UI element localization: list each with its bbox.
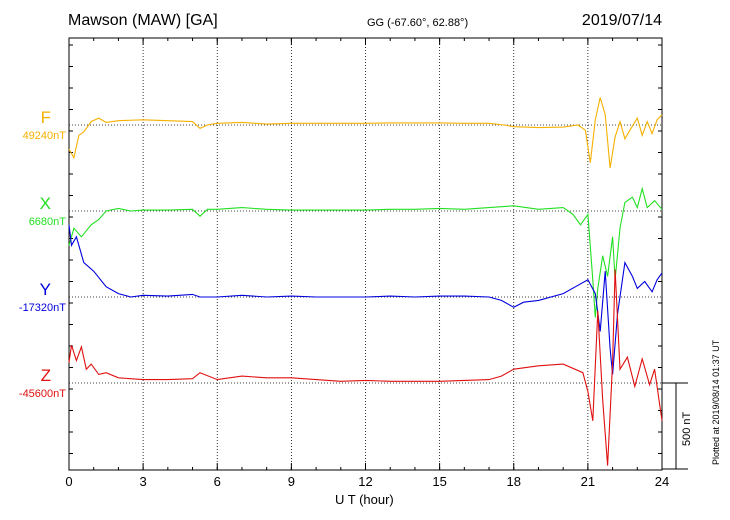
- component-label-y: Y: [39, 280, 51, 299]
- plotted-timestamp: Plotted at 2019/08/14 01:37 UT: [711, 339, 721, 465]
- station-coordinates: GG (-67.60°, 62.88°): [367, 17, 469, 29]
- scale-bar-label: 500 nT: [681, 411, 693, 446]
- x-tick-label: 0: [65, 474, 72, 489]
- x-tick-label: 15: [432, 474, 446, 489]
- baseline-value-z: -45600nT: [18, 388, 66, 400]
- x-tick-label: 21: [581, 474, 595, 489]
- series-z-line: [68, 269, 663, 466]
- x-tick-label: 6: [214, 474, 221, 489]
- baseline-value-f: 49240nT: [22, 130, 66, 142]
- series-x-line: [68, 186, 663, 318]
- x-tick-label: 9: [288, 474, 295, 489]
- plot-date: 2019/07/14: [581, 12, 662, 29]
- station-title: Mawson (MAW) [GA]: [68, 12, 218, 29]
- component-label-z: Z: [40, 366, 51, 385]
- x-tick-label: 18: [507, 474, 521, 489]
- baseline-value-y: -17320nT: [18, 302, 66, 314]
- x-tick-label: 3: [140, 474, 147, 489]
- baseline-value-x: 6680nT: [28, 216, 66, 228]
- x-tick-label: 12: [358, 474, 372, 489]
- series-y-line: [68, 224, 663, 375]
- component-label-f: F: [40, 108, 51, 127]
- x-axis-label: U T (hour): [335, 492, 394, 507]
- x-tick-label: 24: [655, 474, 669, 489]
- component-label-x: X: [39, 194, 51, 213]
- series-f-line: [68, 97, 663, 169]
